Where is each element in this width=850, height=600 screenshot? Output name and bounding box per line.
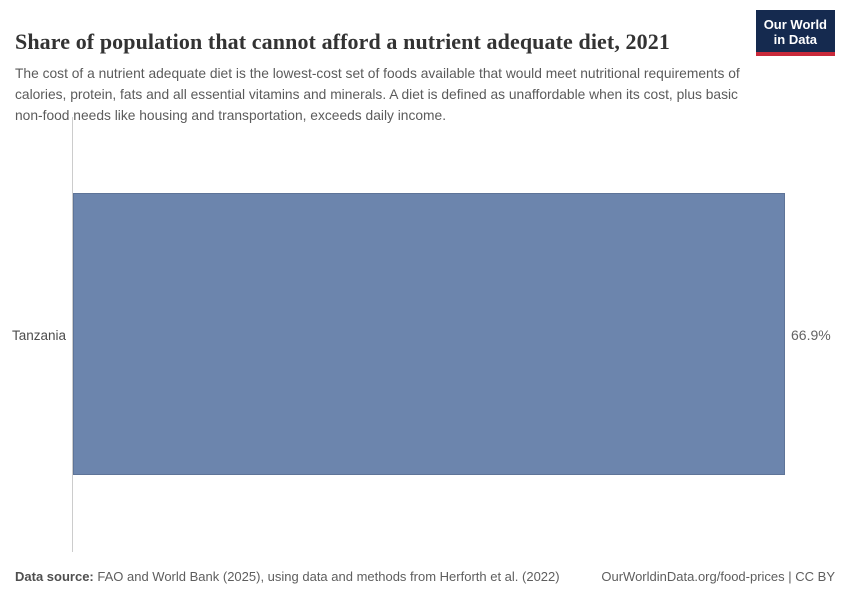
- owid-logo-line1: Our World: [763, 17, 827, 32]
- chart-title: Share of population that cannot afford a…: [15, 28, 670, 54]
- owid-logo[interactable]: Our World in Data: [755, 10, 835, 56]
- owid-license-link[interactable]: OurWorldinData.org/food-prices | CC BY: [601, 569, 835, 584]
- entity-label-tanzania: Tanzania: [11, 328, 66, 343]
- y-axis-line: [72, 117, 73, 552]
- data-source-text: FAO and World Bank (2025), using data an…: [97, 569, 560, 584]
- value-label-tanzania: 66.9%: [791, 327, 831, 343]
- data-source-label: Data source:: [15, 569, 94, 584]
- owid-logo-line2: in Data: [773, 32, 818, 47]
- chart-subtitle: The cost of a nutrient adequate diet is …: [15, 65, 740, 123]
- chart-footer: Data source: FAO and World Bank (2025), …: [15, 568, 835, 585]
- data-source-note: Data source: FAO and World Bank (2025), …: [15, 568, 560, 585]
- bar-tanzania[interactable]: [73, 193, 785, 475]
